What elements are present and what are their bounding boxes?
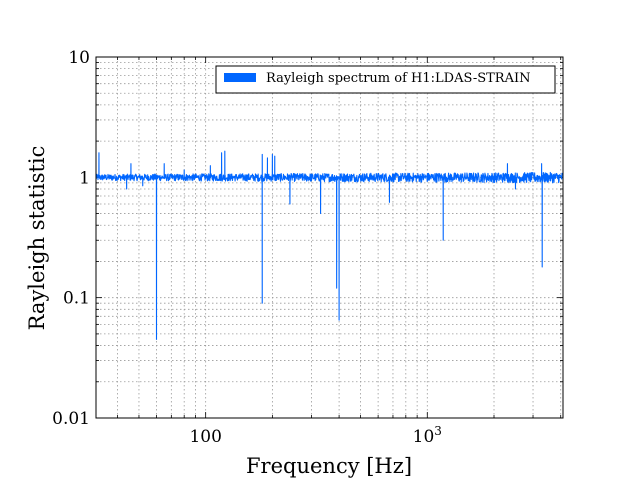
legend: Rayleigh spectrum of H1:LDAS-STRAIN xyxy=(215,65,556,94)
series-layer xyxy=(96,150,563,340)
y-tick-label: 0.01 xyxy=(52,409,90,429)
legend-label: Rayleigh spectrum of H1:LDAS-STRAIN xyxy=(266,71,531,86)
series-line xyxy=(96,150,563,340)
y-tick-label: 10 xyxy=(68,48,90,68)
y-tick-label: 1 xyxy=(79,168,90,188)
plot-frame xyxy=(95,56,564,419)
plot-background xyxy=(96,57,563,418)
y-axis-label: Rayleigh statistic xyxy=(25,146,49,331)
legend-swatch xyxy=(224,73,256,82)
legend-box xyxy=(215,65,556,94)
x-tick-label: 103 xyxy=(413,424,442,447)
y-tick-label: 0.1 xyxy=(63,289,90,309)
x-tick-label: 100 xyxy=(189,427,221,447)
x-axis-label: Frequency [Hz] xyxy=(246,454,412,478)
